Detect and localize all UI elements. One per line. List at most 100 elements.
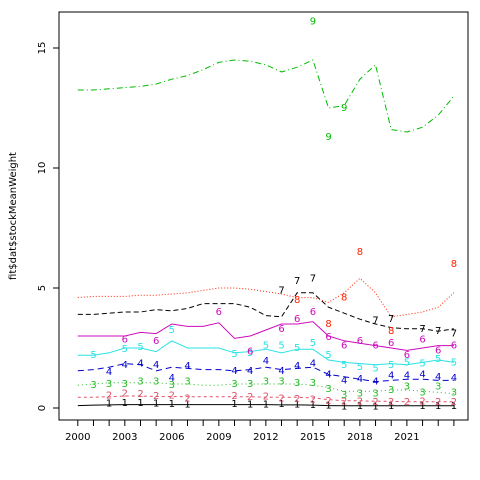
obs-label-age-7: 7	[310, 273, 316, 284]
obs-label-age-1: 1	[372, 401, 378, 412]
obs-label-age-5: 5	[263, 341, 269, 352]
x-tick-label: 2021	[394, 432, 419, 443]
series-layer	[77, 59, 455, 407]
obs-label-age-6: 6	[310, 307, 316, 318]
obs-label-age-5: 5	[310, 338, 316, 349]
obs-label-age-6: 6	[388, 338, 394, 349]
series-line-age-5	[77, 340, 454, 366]
obs-label-age-5: 5	[451, 357, 457, 368]
obs-label-age-2: 2	[263, 392, 269, 403]
point-label-layer: 1 1 1 1 1 1 1 1 1 1 1 1 1 1 1 1 1 1 1 12 2 2 2 2 2 2 2 2 2 2 2 2 2 2 2 2 2 2 2…	[90, 17, 457, 413]
y-tick-label: 0	[37, 405, 48, 411]
obs-label-age-9: 9	[341, 103, 347, 114]
obs-label-age-3: 3	[325, 384, 331, 395]
obs-label-age-3: 3	[404, 381, 410, 392]
x-tick-label: 2015	[300, 432, 325, 443]
obs-label-age-1: 1	[106, 399, 112, 410]
obs-label-age-4: 4	[153, 360, 159, 371]
obs-label-age-3: 3	[451, 387, 457, 398]
obs-label-age-3: 3	[169, 380, 175, 391]
obs-label-age-3: 3	[90, 380, 96, 391]
obs-label-age-3: 3	[278, 377, 284, 388]
obs-label-age-1: 1	[341, 401, 347, 412]
series-line-age-2	[77, 395, 454, 403]
y-tick-label: 10	[37, 162, 48, 175]
obs-label-age-6: 6	[153, 336, 159, 347]
obs-label-age-4: 4	[310, 359, 316, 370]
obs-label-age-3: 3	[263, 377, 269, 388]
obs-label-age-1: 1	[419, 401, 425, 412]
obs-label-age-4: 4	[137, 359, 143, 370]
obs-label-age-5: 5	[169, 325, 175, 336]
series-line-age-3	[77, 382, 454, 395]
obs-label-age-3: 3	[231, 379, 237, 390]
obs-label-age-4: 4	[122, 360, 128, 371]
obs-label-age-5: 5	[278, 341, 284, 352]
x-tick-label: 2003	[112, 432, 137, 443]
obs-label-age-6: 6	[451, 341, 457, 352]
obs-label-age-1: 1	[137, 398, 143, 409]
obs-label-age-2: 2	[247, 392, 253, 403]
obs-label-age-6: 6	[419, 335, 425, 346]
obs-label-age-6: 6	[325, 332, 331, 343]
obs-label-age-2: 2	[357, 396, 363, 407]
obs-label-age-2: 2	[122, 389, 128, 400]
obs-label-age-2: 2	[310, 395, 316, 406]
obs-label-age-5: 5	[372, 363, 378, 374]
obs-label-age-3: 3	[310, 378, 316, 389]
obs-label-age-6: 6	[278, 324, 284, 335]
obs-label-age-3: 3	[341, 390, 347, 401]
x-tick-label: 2000	[65, 432, 90, 443]
obs-label-age-2: 2	[325, 396, 331, 407]
obs-label-age-1: 1	[310, 400, 316, 411]
obs-label-age-3: 3	[372, 389, 378, 400]
obs-label-age-5: 5	[231, 349, 237, 360]
obs-label-age-5: 5	[137, 342, 143, 353]
obs-label-age-4: 4	[435, 372, 441, 383]
obs-label-age-2: 2	[419, 396, 425, 407]
obs-label-age-4: 4	[231, 366, 237, 377]
obs-label-age-1: 1	[294, 400, 300, 411]
obs-label-age-5: 5	[435, 354, 441, 365]
obs-label-age-4: 4	[325, 369, 331, 380]
y-tick-label: 15	[37, 42, 48, 55]
obs-label-age-6: 6	[341, 341, 347, 352]
obs-label-age-2: 2	[137, 389, 143, 400]
obs-label-age-1: 1	[184, 400, 190, 411]
obs-label-age-3: 3	[388, 385, 394, 396]
obs-label-age-5: 5	[247, 348, 253, 359]
obs-label-age-2: 2	[341, 396, 347, 407]
obs-label-age-2: 2	[372, 397, 378, 408]
x-tick-label: 2012	[253, 432, 278, 443]
obs-label-age-5: 5	[388, 360, 394, 371]
obs-label-age-6: 6	[216, 307, 222, 318]
obs-label-age-3: 3	[435, 381, 441, 392]
obs-label-age-8: 8	[341, 293, 347, 304]
obs-label-age-5: 5	[419, 359, 425, 370]
obs-label-age-4: 4	[372, 377, 378, 388]
obs-label-age-8: 8	[325, 319, 331, 330]
obs-label-age-4: 4	[263, 356, 269, 367]
obs-label-age-1: 1	[451, 401, 457, 412]
obs-label-age-1: 1	[388, 401, 394, 412]
obs-label-age-4: 4	[388, 371, 394, 382]
obs-label-age-4: 4	[419, 369, 425, 380]
obs-label-age-8: 8	[294, 295, 300, 306]
obs-label-age-1: 1	[122, 398, 128, 409]
series-line-age-4	[77, 363, 454, 383]
obs-label-age-4: 4	[341, 375, 347, 386]
obs-label-age-9: 9	[325, 132, 331, 143]
obs-label-age-5: 5	[90, 350, 96, 361]
obs-label-age-6: 6	[357, 336, 363, 347]
obs-label-age-4: 4	[451, 373, 457, 384]
obs-label-age-7: 7	[388, 314, 394, 325]
obs-label-age-7: 7	[278, 285, 284, 296]
obs-label-age-1: 1	[231, 399, 237, 410]
obs-label-age-5: 5	[341, 360, 347, 371]
obs-label-age-8: 8	[388, 326, 394, 337]
obs-label-age-4: 4	[106, 367, 112, 378]
series-line-age-6	[77, 321, 454, 351]
obs-label-age-2: 2	[435, 397, 441, 408]
obs-label-age-6: 6	[122, 335, 128, 346]
